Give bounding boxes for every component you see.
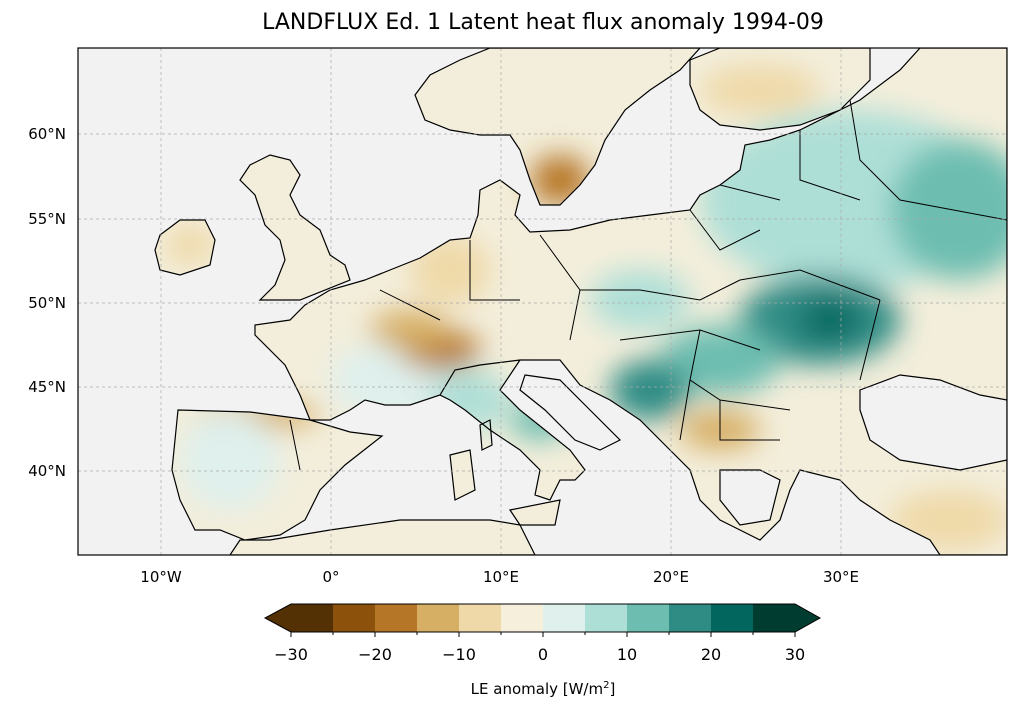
map-frame xyxy=(77,47,1008,556)
lat-tick-label: 45°N xyxy=(28,378,66,396)
colorbar-extend-low xyxy=(265,604,291,632)
colorbar-segment xyxy=(333,604,376,632)
colorbar-tick-label: −30 xyxy=(274,645,308,664)
black-sea xyxy=(859,374,1007,471)
lon-tick-label: 20°E xyxy=(652,568,690,586)
map-title: LANDFLUX Ed. 1 Latent heat flux anomaly … xyxy=(262,10,824,35)
colorbar-segment xyxy=(417,604,460,632)
lat-tick-label: 55°N xyxy=(28,210,66,228)
colorbar-segment xyxy=(375,604,418,632)
colorbar-label-suffix: ] xyxy=(609,680,616,698)
lon-tick-label: 30°E xyxy=(822,568,860,586)
colorbar-tick-label: 10 xyxy=(616,645,638,664)
gridlines xyxy=(78,48,1007,555)
lat-tick-label: 40°N xyxy=(28,462,66,480)
colorbar-segment xyxy=(753,604,796,632)
colorbar-segment xyxy=(669,604,712,632)
colorbar-segment xyxy=(711,604,754,632)
colorbar-tick-label: 30 xyxy=(784,645,806,664)
lat-tick-label: 50°N xyxy=(28,294,66,312)
aegean-sea xyxy=(719,469,781,526)
colorbar-label: LE anomaly [W/m2] xyxy=(471,680,616,698)
colorbar-tick-label: 20 xyxy=(700,645,722,664)
colorbar-tick-label: −20 xyxy=(358,645,392,664)
colorbar xyxy=(263,603,822,637)
country-borders xyxy=(289,99,1007,471)
colorbar-segment xyxy=(501,604,544,632)
colorbar-extend-high xyxy=(795,604,820,632)
colorbar-segment xyxy=(585,604,628,632)
lon-tick-label: 0° xyxy=(322,568,340,586)
colorbar-tick-label: −10 xyxy=(442,645,476,664)
lat-tick-label: 60°N xyxy=(28,125,66,143)
colorbar-segment xyxy=(543,604,586,632)
colorbar-segment xyxy=(291,604,334,632)
lon-tick-label: 10°E xyxy=(482,568,520,586)
colorbar-segment xyxy=(459,604,502,632)
lon-tick-label: 10°W xyxy=(140,568,182,586)
adriatic-sea xyxy=(519,374,622,451)
colorbar-segment xyxy=(627,604,670,632)
colorbar-tick-label: 0 xyxy=(537,645,549,664)
colorbar-label-superscript: 2 xyxy=(603,680,610,691)
colorbar-label-text: LE anomaly [W/m xyxy=(470,680,604,698)
